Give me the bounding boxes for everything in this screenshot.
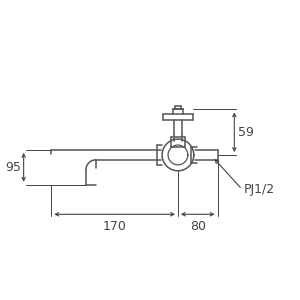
Text: 95: 95 (5, 161, 21, 174)
Text: PJ1/2: PJ1/2 (244, 183, 275, 196)
Text: 59: 59 (238, 126, 254, 139)
Text: 170: 170 (103, 220, 127, 233)
Text: 80: 80 (190, 220, 206, 233)
